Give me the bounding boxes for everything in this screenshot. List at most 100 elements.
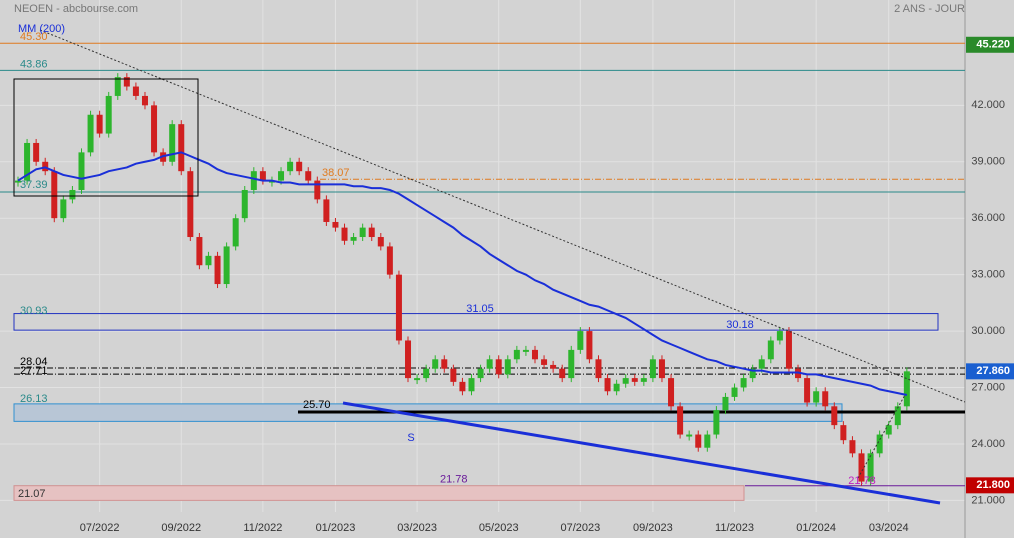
- candle: [531, 349, 538, 360]
- trend-line: [342, 401, 941, 505]
- candle: [867, 453, 874, 482]
- candle: [513, 349, 520, 360]
- candle: [33, 142, 40, 162]
- candle: [169, 124, 176, 162]
- price-tag-label: 27.860: [976, 365, 1010, 377]
- note: 21.78: [848, 475, 876, 487]
- candle: [123, 77, 130, 87]
- candle: [223, 246, 230, 285]
- x-tick-label: 03/2023: [397, 522, 437, 534]
- chart-title: NEOEN - abcbourse.com: [14, 3, 138, 15]
- candle: [395, 274, 402, 341]
- candle: [305, 171, 312, 181]
- candle: [69, 189, 76, 200]
- level-label: 21.78: [440, 474, 468, 486]
- candle: [504, 359, 511, 375]
- candle: [486, 359, 493, 369]
- candle: [822, 391, 829, 407]
- candle: [767, 340, 774, 360]
- candle: [785, 331, 792, 369]
- level-label: 37.39: [20, 179, 48, 191]
- candle: [187, 171, 194, 238]
- candle: [840, 425, 847, 441]
- candle: [568, 349, 575, 379]
- candle: [368, 227, 375, 238]
- candle: [495, 359, 502, 375]
- moving-average: [17, 151, 908, 397]
- candle: [849, 440, 856, 454]
- candle: [613, 383, 620, 392]
- candle: [15, 180, 21, 183]
- candle: [450, 368, 457, 382]
- y-tick-label: 33.000: [971, 269, 1005, 281]
- candle: [132, 86, 139, 96]
- candle: [96, 114, 103, 134]
- candle: [151, 105, 158, 153]
- candle: [550, 364, 557, 369]
- candle: [640, 378, 647, 382]
- candle: [141, 95, 148, 106]
- legend-entry: MM (200): [18, 23, 65, 35]
- candle: [386, 246, 393, 275]
- candle: [586, 331, 593, 360]
- x-tick-label: 01/2024: [796, 522, 836, 534]
- candle: [314, 180, 321, 200]
- x-tick-label: 09/2022: [161, 522, 201, 534]
- candle: [776, 331, 783, 341]
- x-tick-label: 05/2023: [479, 522, 519, 534]
- candle: [559, 368, 566, 379]
- candle: [522, 349, 529, 352]
- candle: [903, 371, 910, 407]
- plot-area: [0, 0, 966, 538]
- note: S: [407, 432, 414, 444]
- candle: [214, 255, 221, 285]
- candle: [232, 218, 239, 247]
- candle: [423, 368, 430, 379]
- zone-label: 26.13: [20, 393, 48, 405]
- candle: [259, 171, 266, 181]
- candle: [241, 189, 248, 219]
- candle: [287, 161, 294, 172]
- candle: [459, 381, 466, 392]
- candle: [704, 434, 711, 448]
- candle: [722, 396, 729, 411]
- candle: [595, 359, 602, 379]
- candle: [51, 171, 58, 219]
- y-tick-label: 42.000: [971, 99, 1005, 111]
- candle: [359, 227, 366, 238]
- level-label: 25.70: [303, 399, 331, 411]
- candle: [341, 227, 348, 241]
- candle: [405, 340, 412, 379]
- candle: [468, 378, 475, 392]
- candle: [713, 410, 720, 435]
- candle: [604, 378, 611, 392]
- candle: [87, 114, 94, 153]
- candle: [441, 359, 448, 369]
- y-tick-label: 39.000: [971, 156, 1005, 168]
- candle: [196, 237, 203, 266]
- candle: [731, 387, 738, 397]
- y-tick-label: 36.000: [971, 212, 1005, 224]
- y-tick-label: 21.000: [971, 494, 1005, 506]
- chart-subtitle: 2 ANS - JOUR: [894, 3, 965, 15]
- price-tag: [966, 363, 1014, 380]
- zone: [13, 313, 939, 331]
- y-tick-label: 27.000: [971, 381, 1005, 393]
- candle: [622, 378, 629, 384]
- level-label: 45.30: [20, 31, 48, 43]
- x-tick-label: 01/2023: [316, 522, 356, 534]
- candle: [831, 406, 838, 426]
- price-tag: [966, 36, 1014, 53]
- zone-label: 21.07: [18, 488, 46, 500]
- candle: [649, 359, 656, 379]
- candle: [377, 237, 384, 247]
- candle: [577, 331, 584, 350]
- x-tick-label: 07/2023: [560, 522, 600, 534]
- candle: [178, 124, 185, 172]
- candle: [114, 77, 121, 96]
- candle: [677, 406, 684, 435]
- candle: [668, 378, 675, 407]
- candle: [804, 378, 811, 403]
- candle: [414, 378, 421, 381]
